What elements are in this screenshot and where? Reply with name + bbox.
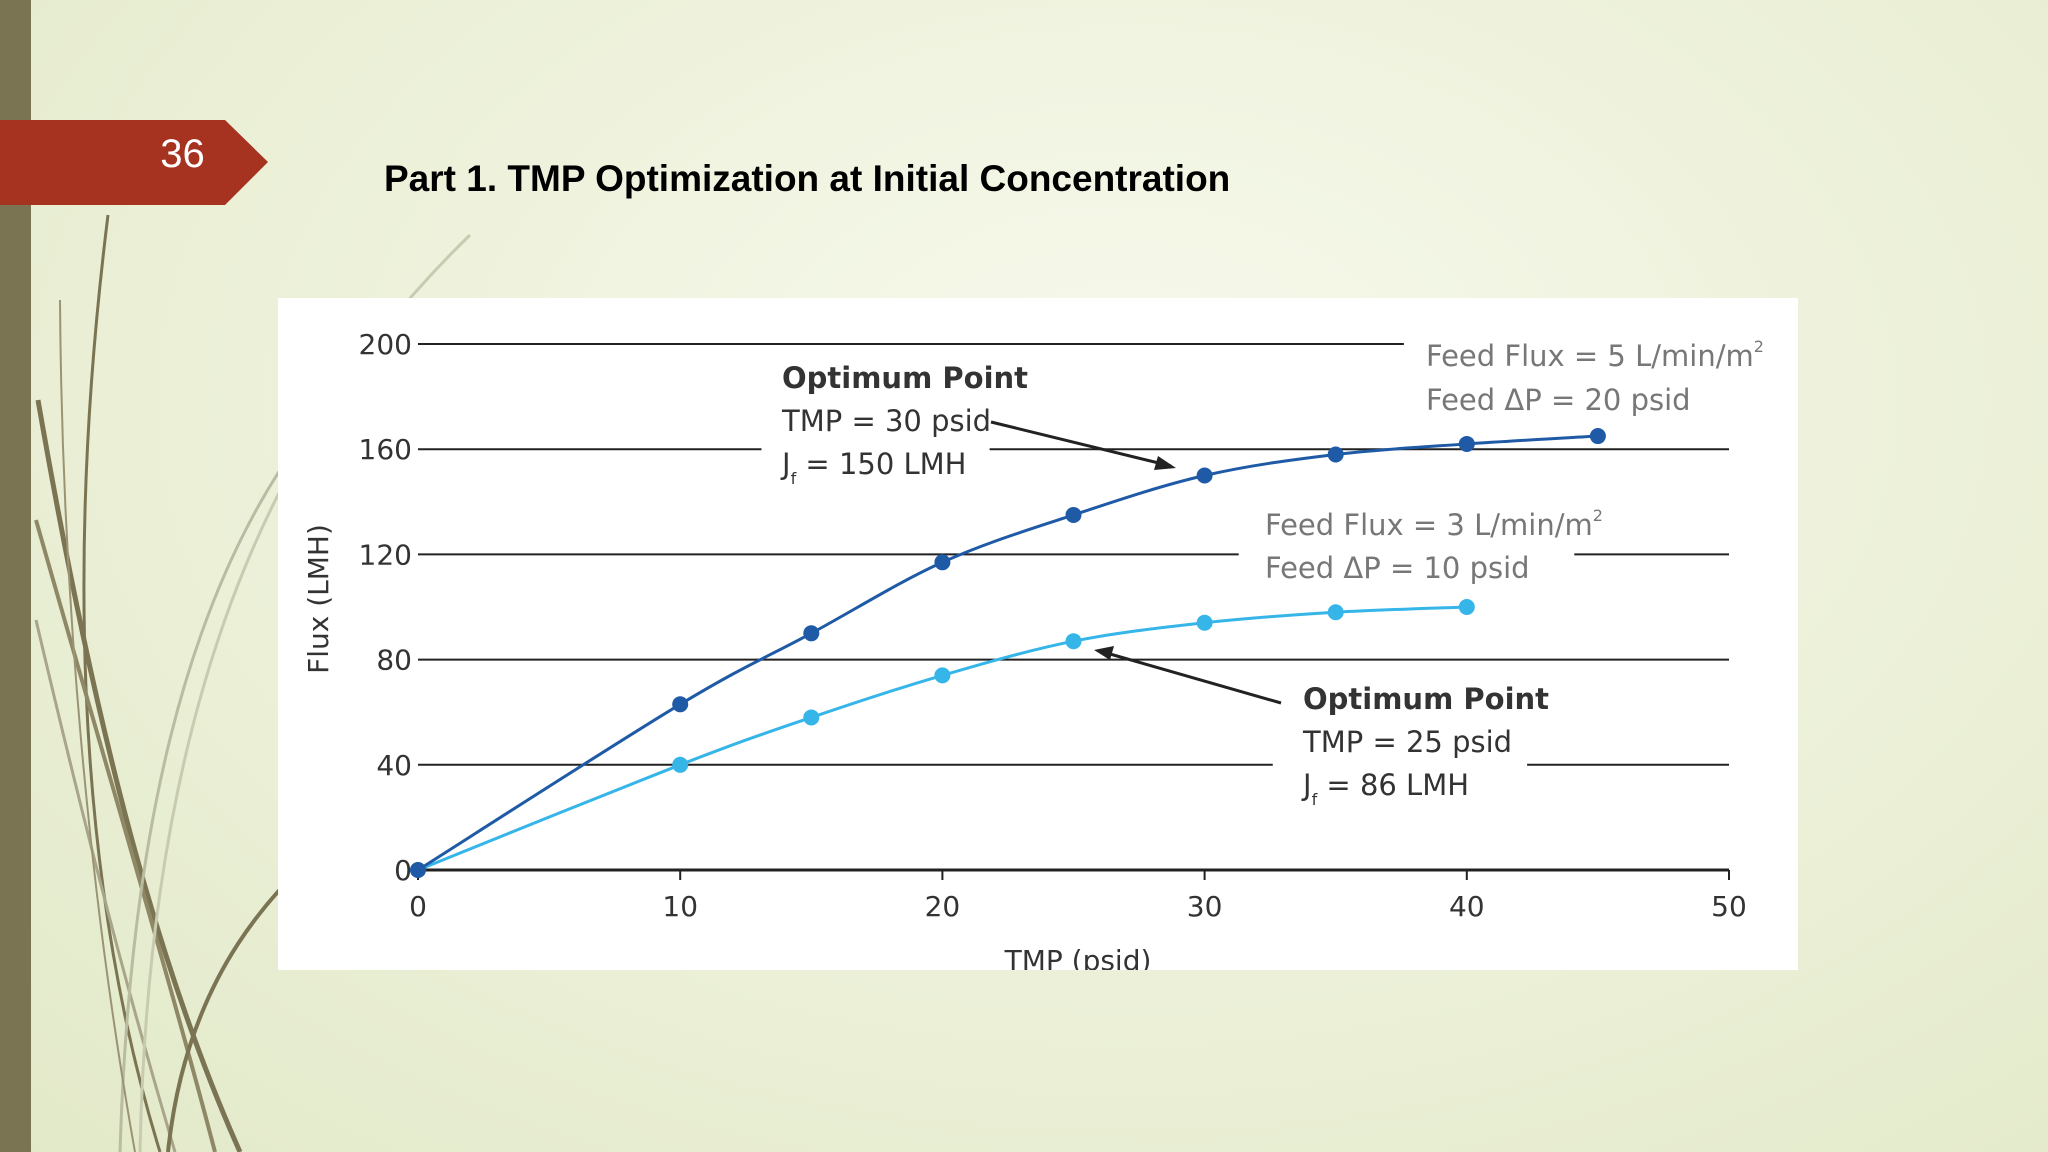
series-1-point-15 — [803, 709, 820, 726]
series-0-point-25 — [1065, 506, 1082, 523]
y-tick-label-200: 200 — [359, 328, 412, 361]
optimum-point-high-title: Optimum Point — [782, 361, 1028, 395]
optimum-point-low-tmp: TMP = 25 psid — [1302, 725, 1512, 759]
feed-flux-low-text: Feed Flux = 3 L/min/m — [1265, 508, 1593, 542]
chart-panel: 0 40 80 120 160 200 0 10 20 30 40 50 Optimum Point … — [278, 298, 1798, 970]
x-tick-label-50: 50 — [1711, 890, 1747, 923]
series-0-point-20 — [934, 554, 951, 571]
series-0-point-30 — [1196, 467, 1213, 484]
feed-dp-low-label: Feed ΔP = 10 psid — [1265, 551, 1530, 585]
series-0-point-35 — [1327, 446, 1344, 463]
series-1-point-40 — [1458, 599, 1475, 615]
feed-flux-high-label: Feed Flux = 5 L/min/m2 — [1426, 337, 1764, 373]
series-0-point-0 — [410, 862, 426, 878]
optimum-low-arrow-head — [1094, 646, 1114, 660]
series-line-0 — [417, 434, 1598, 872]
y-tick-label-120: 120 — [359, 538, 412, 571]
feed-flux-high-sup: 2 — [1754, 337, 1764, 356]
series-1-point-30 — [1196, 614, 1213, 631]
x-tick-label-30: 30 — [1187, 890, 1223, 923]
series-0-point-45 — [1589, 428, 1606, 445]
optimum-high-arrow-head — [1154, 456, 1176, 470]
series-0-point-40 — [1458, 435, 1475, 452]
y-tick-label-0: 0 — [394, 854, 412, 887]
x-tick-label-20: 20 — [925, 890, 961, 923]
optimum-low-arrow-line — [1109, 652, 1282, 705]
x-tick-label-10: 10 — [662, 890, 698, 923]
optimum-point-high-jf: Jf = 150 LMH — [780, 447, 967, 488]
slide-title: Part 1. TMP Optimization at Initial Conc… — [384, 158, 1231, 199]
series-line-1 — [417, 605, 1467, 872]
x-axis-label: TMP (psid) — [1004, 944, 1152, 970]
jf-value-low: = 86 LMH — [1317, 768, 1469, 802]
feed-dp-high-label: Feed ΔP = 20 psid — [1426, 383, 1691, 417]
jf-subscript-low: f — [1312, 790, 1318, 809]
x-tick-label-0: 0 — [409, 890, 427, 923]
jf-value-high: = 150 LMH — [796, 447, 966, 481]
y-tick-label-80: 80 — [376, 644, 412, 677]
series-1-point-25 — [1065, 633, 1082, 650]
feed-flux-low-label: Feed Flux = 3 L/min/m2 — [1265, 506, 1603, 542]
optimum-point-low-jf: Jf = 86 LMH — [1301, 768, 1469, 809]
feed-flux-low-sup: 2 — [1593, 506, 1603, 525]
slide-number: 36 — [160, 132, 205, 176]
series-0-point-10 — [672, 696, 689, 713]
decorative-swirl — [34, 214, 472, 1152]
series-1-point-10 — [672, 756, 689, 773]
optimum-point-low-title: Optimum Point — [1303, 682, 1549, 716]
slide-number-banner — [0, 120, 268, 205]
feed-flux-high-text: Feed Flux = 5 L/min/m — [1426, 339, 1754, 373]
series-0-point-15 — [803, 625, 820, 642]
y-axis-label: Flux (LMH) — [302, 524, 335, 674]
x-tick-label-40: 40 — [1449, 890, 1485, 923]
series-1-point-35 — [1327, 604, 1344, 621]
y-tick-label-40: 40 — [376, 749, 412, 782]
series-1-point-20 — [934, 667, 951, 684]
optimum-high-arrow-line — [990, 420, 1172, 468]
jf-symbol-high: J — [780, 447, 791, 481]
jf-subscript-high: f — [791, 469, 797, 488]
y-tick-label-160: 160 — [359, 433, 412, 466]
jf-symbol-low: J — [1301, 768, 1312, 802]
optimum-point-high-tmp: TMP = 30 psid — [781, 404, 991, 438]
